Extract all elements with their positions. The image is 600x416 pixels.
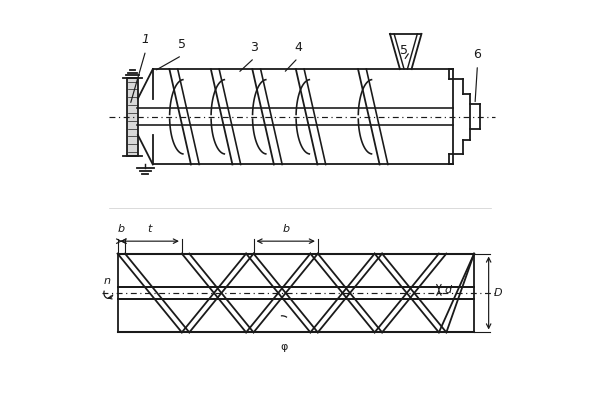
Text: b: b (118, 224, 125, 234)
Text: φ: φ (280, 342, 288, 352)
Text: 4: 4 (294, 41, 302, 54)
Text: 6: 6 (473, 48, 481, 61)
Text: d: d (445, 285, 452, 295)
Text: D: D (494, 288, 503, 298)
Text: n: n (103, 276, 110, 286)
Text: 3: 3 (250, 41, 259, 54)
Text: b: b (282, 224, 289, 234)
Bar (127, 78, 138, 156)
Text: 5: 5 (178, 38, 186, 51)
Text: t: t (148, 224, 152, 234)
Text: 1: 1 (142, 33, 150, 46)
Text: 5: 5 (400, 44, 407, 57)
